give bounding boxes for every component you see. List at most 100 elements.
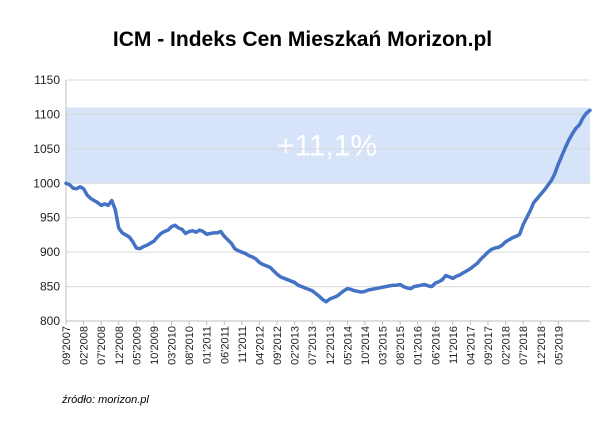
- data-point: [518, 233, 521, 236]
- data-point: [293, 281, 296, 284]
- data-point: [205, 233, 208, 236]
- data-point: [117, 226, 120, 230]
- data-point: [272, 269, 275, 272]
- data-point: [483, 254, 486, 257]
- x-tick-label: 05'2014: [342, 326, 354, 365]
- axes: [65, 80, 590, 322]
- data-point: [131, 240, 135, 244]
- data-point: [472, 264, 476, 268]
- data-point: [497, 246, 500, 249]
- data-point: [89, 197, 92, 200]
- data-point: [258, 261, 261, 264]
- data-point: [427, 284, 430, 288]
- data-point: [321, 298, 324, 301]
- data-point: [279, 275, 282, 279]
- x-tick-label: 07'2018: [518, 326, 530, 365]
- data-point: [398, 283, 402, 286]
- data-point: [395, 283, 398, 287]
- data-point: [128, 235, 131, 239]
- data-point: [71, 186, 75, 190]
- data-point: [353, 289, 356, 292]
- data-point: [198, 228, 201, 232]
- data-point: [159, 232, 163, 235]
- data-point: [384, 285, 388, 288]
- data-point: [444, 274, 448, 277]
- data-point: [244, 252, 247, 255]
- y-tick-label: 1050: [33, 142, 60, 156]
- data-point: [180, 228, 184, 231]
- data-point: [367, 288, 370, 292]
- data-point: [318, 295, 321, 298]
- data-point: [529, 209, 532, 213]
- x-tick-label: 09'2012: [272, 326, 284, 365]
- data-point: [349, 288, 353, 291]
- data-point: [360, 290, 363, 294]
- data-point: [490, 248, 493, 251]
- data-point: [300, 285, 303, 288]
- data-point: [335, 295, 338, 298]
- data-point: [145, 244, 149, 247]
- data-point: [525, 216, 528, 219]
- y-tick-label: 900: [40, 245, 60, 259]
- data-point: [64, 182, 68, 185]
- data-point: [402, 285, 405, 288]
- data-point: [78, 185, 82, 188]
- data-point: [107, 204, 110, 207]
- increase-band: [66, 107, 590, 184]
- y-tick-label: 850: [40, 280, 60, 294]
- x-tick-label: 11'2011: [237, 326, 249, 363]
- data-point: [423, 283, 426, 286]
- data-point: [574, 127, 578, 130]
- data-point: [68, 183, 71, 186]
- data-point: [546, 184, 549, 187]
- data-point: [92, 199, 96, 202]
- data-point: [388, 284, 391, 288]
- data-point: [339, 292, 342, 295]
- x-tick-label: 09'2017: [483, 326, 495, 365]
- data-point: [588, 109, 592, 112]
- data-point: [567, 138, 571, 142]
- data-point: [342, 289, 346, 292]
- y-tick-label: 1100: [34, 107, 60, 121]
- data-point: [370, 288, 374, 291]
- x-tick-label: 08'2010: [184, 326, 196, 365]
- data-point: [441, 278, 444, 281]
- y-tick-label: 1150: [34, 73, 60, 87]
- x-tick-label: 08'2015: [395, 326, 407, 365]
- x-tick-label: 09'2007: [61, 326, 73, 365]
- x-tick-label: 02'2008: [79, 326, 91, 365]
- data-point: [142, 245, 145, 248]
- y-tick-label: 950: [40, 211, 60, 225]
- data-point: [448, 275, 451, 279]
- x-tick-label: 03'2015: [378, 326, 390, 365]
- x-tick-label: 10'2014: [360, 326, 372, 365]
- data-point: [536, 197, 539, 200]
- x-tick-label: 07'2008: [96, 326, 108, 365]
- data-point: [177, 226, 180, 230]
- x-tick-label: 02'2018: [501, 326, 513, 365]
- increase-band-label: +11,1%: [277, 129, 377, 162]
- data-point: [124, 233, 127, 237]
- data-point: [325, 300, 328, 303]
- data-point: [240, 250, 244, 254]
- data-point: [469, 267, 472, 270]
- data-point: [187, 230, 191, 233]
- x-tick-label: 04'2017: [465, 326, 477, 365]
- x-tick-label: 03'2010: [167, 326, 179, 365]
- data-point: [149, 241, 152, 245]
- data-point: [103, 202, 106, 206]
- y-tick-label: 1000: [33, 176, 60, 190]
- data-point: [479, 257, 483, 261]
- data-point: [121, 231, 124, 235]
- x-tick-label: 12'2013: [325, 326, 337, 365]
- data-point: [458, 273, 462, 277]
- data-point: [500, 244, 504, 247]
- data-point: [289, 279, 293, 283]
- data-point: [208, 232, 212, 235]
- data-point: [296, 283, 300, 287]
- data-point: [578, 123, 581, 126]
- x-tick-label: 05'2009: [131, 326, 143, 365]
- x-tick-label: 01'2011: [202, 326, 214, 364]
- y-axis-ticks: 800 850 900 950 1000 1050 1100 1150: [33, 73, 60, 328]
